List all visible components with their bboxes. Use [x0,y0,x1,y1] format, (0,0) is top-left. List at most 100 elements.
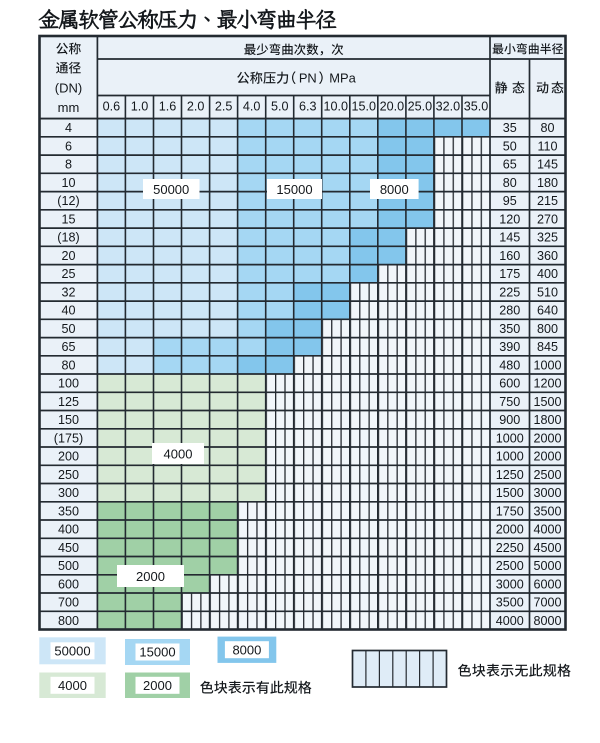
svg-text:480: 480 [499,358,520,372]
svg-text:1.0: 1.0 [131,100,149,114]
svg-text:1750: 1750 [496,504,524,518]
svg-text:6.3: 6.3 [299,100,317,114]
svg-text:120: 120 [499,213,520,227]
svg-text:80: 80 [503,176,517,190]
svg-text:2000: 2000 [143,678,172,693]
svg-text:2.0: 2.0 [187,100,205,114]
svg-text:390: 390 [499,340,520,354]
svg-text:640: 640 [537,304,558,318]
svg-text:(175): (175) [54,431,83,445]
svg-text:700: 700 [58,596,79,610]
svg-text:6: 6 [65,140,72,154]
svg-text:4000: 4000 [164,446,193,461]
svg-text:8000: 8000 [232,643,261,658]
svg-text:2000: 2000 [533,450,561,464]
svg-text:MPa: MPa [329,70,356,85]
svg-text:300: 300 [58,486,79,500]
svg-text:1.6: 1.6 [159,100,177,114]
svg-text:270: 270 [537,213,558,227]
svg-text:2000: 2000 [496,523,524,537]
svg-text:25: 25 [61,267,75,281]
svg-text:1000: 1000 [496,450,524,464]
svg-text:(18): (18) [57,231,79,245]
svg-text:2.5: 2.5 [215,100,233,114]
svg-text:400: 400 [58,523,79,537]
svg-text:PN: PN [299,70,317,85]
svg-text:4: 4 [65,121,72,135]
svg-text:80: 80 [540,121,554,135]
svg-text:1800: 1800 [533,413,561,427]
svg-text:65: 65 [61,340,75,354]
svg-text:500: 500 [58,559,79,573]
svg-text:(12): (12) [57,194,79,208]
svg-text:50000: 50000 [54,644,90,659]
svg-text:32: 32 [61,285,75,299]
svg-text:8000: 8000 [533,614,561,628]
svg-text:1000: 1000 [496,431,524,445]
svg-text:250: 250 [58,468,79,482]
svg-text:4.0: 4.0 [243,100,261,114]
svg-text:100: 100 [58,377,79,391]
svg-text:25.0: 25.0 [408,100,433,114]
svg-text:5000: 5000 [533,559,561,573]
svg-text:1200: 1200 [533,377,561,391]
svg-text:225: 225 [499,285,520,299]
svg-text:(DN): (DN) [55,80,82,95]
svg-text:40: 40 [61,304,75,318]
svg-text:845: 845 [537,340,558,354]
svg-text:750: 750 [499,395,520,409]
svg-text:1250: 1250 [496,468,524,482]
svg-text:6000: 6000 [533,577,561,591]
svg-text:0.6: 0.6 [103,100,121,114]
svg-text:8000: 8000 [380,182,409,197]
svg-text:215: 215 [537,194,558,208]
svg-text:3500: 3500 [533,504,561,518]
svg-text:150: 150 [58,413,79,427]
svg-text:2000: 2000 [136,569,165,584]
svg-text:4000: 4000 [58,678,87,693]
svg-text:350: 350 [499,322,520,336]
svg-text:10: 10 [61,176,75,190]
svg-text:450: 450 [58,541,79,555]
svg-text:10.0: 10.0 [324,100,349,114]
svg-text:35: 35 [503,121,517,135]
svg-text:510: 510 [537,285,558,299]
svg-text:20.0: 20.0 [380,100,405,114]
svg-text:95: 95 [503,194,517,208]
svg-text:4000: 4000 [496,614,524,628]
svg-text:2250: 2250 [496,541,524,555]
svg-text:200: 200 [58,450,79,464]
svg-text:1500: 1500 [533,395,561,409]
svg-text:800: 800 [537,322,558,336]
svg-text:1500: 1500 [496,486,524,500]
svg-text:360: 360 [537,249,558,263]
svg-text:180: 180 [537,176,558,190]
svg-text:2500: 2500 [533,468,561,482]
svg-text:145: 145 [537,158,558,172]
svg-text:50: 50 [503,140,517,154]
svg-text:mm: mm [58,100,80,115]
svg-text:15000: 15000 [276,182,312,197]
svg-text:80: 80 [61,358,75,372]
svg-text:145: 145 [499,231,520,245]
svg-text:3000: 3000 [496,577,524,591]
svg-text:2500: 2500 [496,559,524,573]
svg-text:110: 110 [537,140,557,154]
svg-text:3000: 3000 [533,486,561,500]
svg-text:8: 8 [65,158,72,172]
svg-text:20: 20 [61,249,75,263]
svg-text:400: 400 [537,267,558,281]
svg-text:32.0: 32.0 [436,100,461,114]
svg-text:600: 600 [58,577,79,591]
svg-text:1000: 1000 [533,358,561,372]
svg-text:600: 600 [499,377,520,391]
svg-text:7000: 7000 [533,596,561,610]
svg-text:15: 15 [61,213,75,227]
svg-text:160: 160 [499,249,520,263]
svg-text:5.0: 5.0 [271,100,289,114]
svg-text:325: 325 [537,231,558,245]
svg-text:800: 800 [58,614,79,628]
svg-text:4500: 4500 [533,541,561,555]
svg-text:50: 50 [61,322,75,336]
svg-text:15000: 15000 [139,645,175,660]
